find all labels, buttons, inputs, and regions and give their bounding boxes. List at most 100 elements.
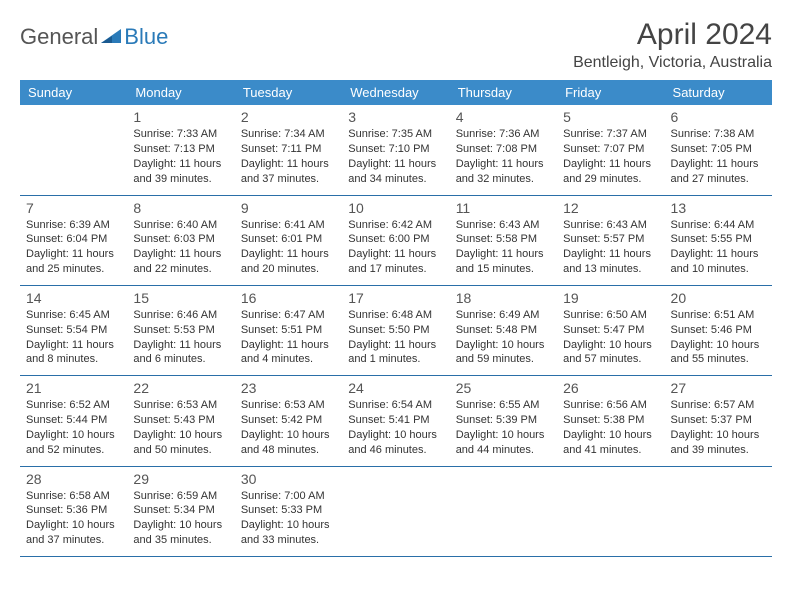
calendar-day-cell: 9Sunrise: 6:41 AMSunset: 6:01 PMDaylight…	[235, 195, 342, 285]
calendar-day-cell: 8 Sunrise: 6:40 AMSunset: 6:03 PMDaylight…	[127, 195, 234, 285]
calendar-day-cell: 26 Sunrise: 6:56 AMSunset: 5:38 PMDayligh…	[557, 376, 664, 466]
day-number: 7	[26, 200, 121, 216]
calendar-week-row: 28 Sunrise: 6:58 AMSunset: 5:36 PMDayligh…	[20, 466, 772, 556]
day-number: 12	[563, 200, 658, 216]
calendar-day-cell: 24 Sunrise: 6:54 AMSunset: 5:41 PMDayligh…	[342, 376, 449, 466]
day-header: Tuesday	[235, 80, 342, 105]
day-number: 13	[671, 200, 766, 216]
calendar-empty-cell	[665, 466, 772, 556]
calendar-day-cell: 4 Sunrise: 7:36 AMSunset: 7:08 PMDaylight…	[450, 105, 557, 195]
page-subtitle: Bentleigh, Victoria, Australia	[573, 54, 772, 72]
logo-text-blue: Blue	[124, 24, 168, 50]
calendar-week-row: 7 Sunrise: 6:39 AMSunset: 6:04 PMDaylight…	[20, 195, 772, 285]
day-number: 20	[671, 290, 766, 306]
day-header: Sunday	[20, 80, 127, 105]
day-number: 15	[133, 290, 228, 306]
day-header: Monday	[127, 80, 234, 105]
day-details: Sunrise: 6:43 AMSunset: 5:58 PMDaylight:…	[456, 218, 551, 277]
day-number: 19	[563, 290, 658, 306]
day-number: 24	[348, 380, 443, 396]
calendar-week-row: 1 Sunrise: 7:33 AMSunset: 7:13 PMDaylight…	[20, 105, 772, 195]
calendar-day-cell: 15 Sunrise: 6:46 AMSunset: 5:53 PMDayligh…	[127, 285, 234, 375]
day-details: Sunrise: 6:44 AMSunset: 5:55 PMDaylight:…	[671, 218, 766, 277]
day-header: Friday	[557, 80, 664, 105]
calendar-day-cell: 29 Sunrise: 6:59 AMSunset: 5:34 PMDayligh…	[127, 466, 234, 556]
day-number: 4	[456, 109, 551, 125]
logo-triangle-icon	[101, 27, 121, 47]
day-number: 11	[456, 200, 551, 216]
day-header-row: SundayMondayTuesdayWednesdayThursdayFrid…	[20, 80, 772, 105]
day-header: Wednesday	[342, 80, 449, 105]
day-details: Sunrise: 7:00 AMSunset: 5:33 PMDaylight:…	[241, 489, 336, 548]
calendar-day-cell: 27Sunrise: 6:57 AMSunset: 5:37 PMDayligh…	[665, 376, 772, 466]
day-details: Sunrise: 6:58 AMSunset: 5:36 PMDaylight:…	[26, 489, 121, 548]
day-number: 9	[241, 200, 336, 216]
day-details: Sunrise: 6:51 AMSunset: 5:46 PMDaylight:…	[671, 308, 766, 367]
calendar-day-cell: 3 Sunrise: 7:35 AMSunset: 7:10 PMDaylight…	[342, 105, 449, 195]
day-details: Sunrise: 6:39 AMSunset: 6:04 PMDaylight:…	[26, 218, 121, 277]
day-details: Sunrise: 6:40 AMSunset: 6:03 PMDaylight:…	[133, 218, 228, 277]
calendar-empty-cell	[450, 466, 557, 556]
day-number: 28	[26, 471, 121, 487]
day-number: 3	[348, 109, 443, 125]
day-number: 26	[563, 380, 658, 396]
calendar-empty-cell	[557, 466, 664, 556]
day-details: Sunrise: 6:47 AMSunset: 5:51 PMDaylight:…	[241, 308, 336, 367]
day-details: Sunrise: 6:49 AMSunset: 5:48 PMDaylight:…	[456, 308, 551, 367]
day-number: 6	[671, 109, 766, 125]
day-details: Sunrise: 6:46 AMSunset: 5:53 PMDaylight:…	[133, 308, 228, 367]
day-details: Sunrise: 7:34 AMSunset: 7:11 PMDaylight:…	[241, 127, 336, 186]
day-details: Sunrise: 7:36 AMSunset: 7:08 PMDaylight:…	[456, 127, 551, 186]
day-details: Sunrise: 7:33 AMSunset: 7:13 PMDaylight:…	[133, 127, 228, 186]
calendar-day-cell: 14Sunrise: 6:45 AMSunset: 5:54 PMDayligh…	[20, 285, 127, 375]
day-number: 2	[241, 109, 336, 125]
day-number: 8	[133, 200, 228, 216]
calendar-week-row: 14Sunrise: 6:45 AMSunset: 5:54 PMDayligh…	[20, 285, 772, 375]
calendar-day-cell: 10 Sunrise: 6:42 AMSunset: 6:00 PMDayligh…	[342, 195, 449, 285]
day-details: Sunrise: 6:43 AMSunset: 5:57 PMDaylight:…	[563, 218, 658, 277]
calendar-table: SundayMondayTuesdayWednesdayThursdayFrid…	[20, 80, 772, 557]
calendar-day-cell: 1 Sunrise: 7:33 AMSunset: 7:13 PMDaylight…	[127, 105, 234, 195]
day-header: Saturday	[665, 80, 772, 105]
calendar-body: 1 Sunrise: 7:33 AMSunset: 7:13 PMDaylight…	[20, 105, 772, 557]
calendar-day-cell: 18 Sunrise: 6:49 AMSunset: 5:48 PMDayligh…	[450, 285, 557, 375]
day-details: Sunrise: 7:37 AMSunset: 7:07 PMDaylight:…	[563, 127, 658, 186]
day-details: Sunrise: 6:50 AMSunset: 5:47 PMDaylight:…	[563, 308, 658, 367]
day-details: Sunrise: 6:54 AMSunset: 5:41 PMDaylight:…	[348, 398, 443, 457]
calendar-day-cell: 12 Sunrise: 6:43 AMSunset: 5:57 PMDayligh…	[557, 195, 664, 285]
day-number: 22	[133, 380, 228, 396]
calendar-day-cell: 11 Sunrise: 6:43 AMSunset: 5:58 PMDayligh…	[450, 195, 557, 285]
day-number: 17	[348, 290, 443, 306]
day-number: 27	[671, 380, 766, 396]
day-number: 23	[241, 380, 336, 396]
page-title: April 2024	[573, 18, 772, 52]
calendar-day-cell: 25Sunrise: 6:55 AMSunset: 5:39 PMDayligh…	[450, 376, 557, 466]
calendar-day-cell: 30 Sunrise: 7:00 AMSunset: 5:33 PMDayligh…	[235, 466, 342, 556]
day-number: 29	[133, 471, 228, 487]
day-details: Sunrise: 6:53 AMSunset: 5:43 PMDaylight:…	[133, 398, 228, 457]
calendar-day-cell: 19 Sunrise: 6:50 AMSunset: 5:47 PMDayligh…	[557, 285, 664, 375]
day-number: 30	[241, 471, 336, 487]
day-details: Sunrise: 6:52 AMSunset: 5:44 PMDaylight:…	[26, 398, 121, 457]
day-number: 14	[26, 290, 121, 306]
day-details: Sunrise: 6:59 AMSunset: 5:34 PMDaylight:…	[133, 489, 228, 548]
day-details: Sunrise: 7:35 AMSunset: 7:10 PMDaylight:…	[348, 127, 443, 186]
logo: General Blue	[20, 24, 168, 50]
calendar-day-cell: 28 Sunrise: 6:58 AMSunset: 5:36 PMDayligh…	[20, 466, 127, 556]
day-number: 10	[348, 200, 443, 216]
page-header: General Blue April 2024 Bentleigh, Victo…	[20, 18, 772, 72]
calendar-day-cell: 16Sunrise: 6:47 AMSunset: 5:51 PMDayligh…	[235, 285, 342, 375]
calendar-day-cell: 22 Sunrise: 6:53 AMSunset: 5:43 PMDayligh…	[127, 376, 234, 466]
day-number: 25	[456, 380, 551, 396]
day-details: Sunrise: 6:42 AMSunset: 6:00 PMDaylight:…	[348, 218, 443, 277]
day-number: 5	[563, 109, 658, 125]
day-header: Thursday	[450, 80, 557, 105]
day-number: 18	[456, 290, 551, 306]
calendar-day-cell: 23Sunrise: 6:53 AMSunset: 5:42 PMDayligh…	[235, 376, 342, 466]
logo-text-general: General	[20, 24, 98, 50]
day-number: 1	[133, 109, 228, 125]
calendar-day-cell: 20 Sunrise: 6:51 AMSunset: 5:46 PMDayligh…	[665, 285, 772, 375]
calendar-day-cell: 5 Sunrise: 7:37 AMSunset: 7:07 PMDaylight…	[557, 105, 664, 195]
day-details: Sunrise: 6:56 AMSunset: 5:38 PMDaylight:…	[563, 398, 658, 457]
calendar-day-cell: 6Sunrise: 7:38 AMSunset: 7:05 PMDaylight…	[665, 105, 772, 195]
